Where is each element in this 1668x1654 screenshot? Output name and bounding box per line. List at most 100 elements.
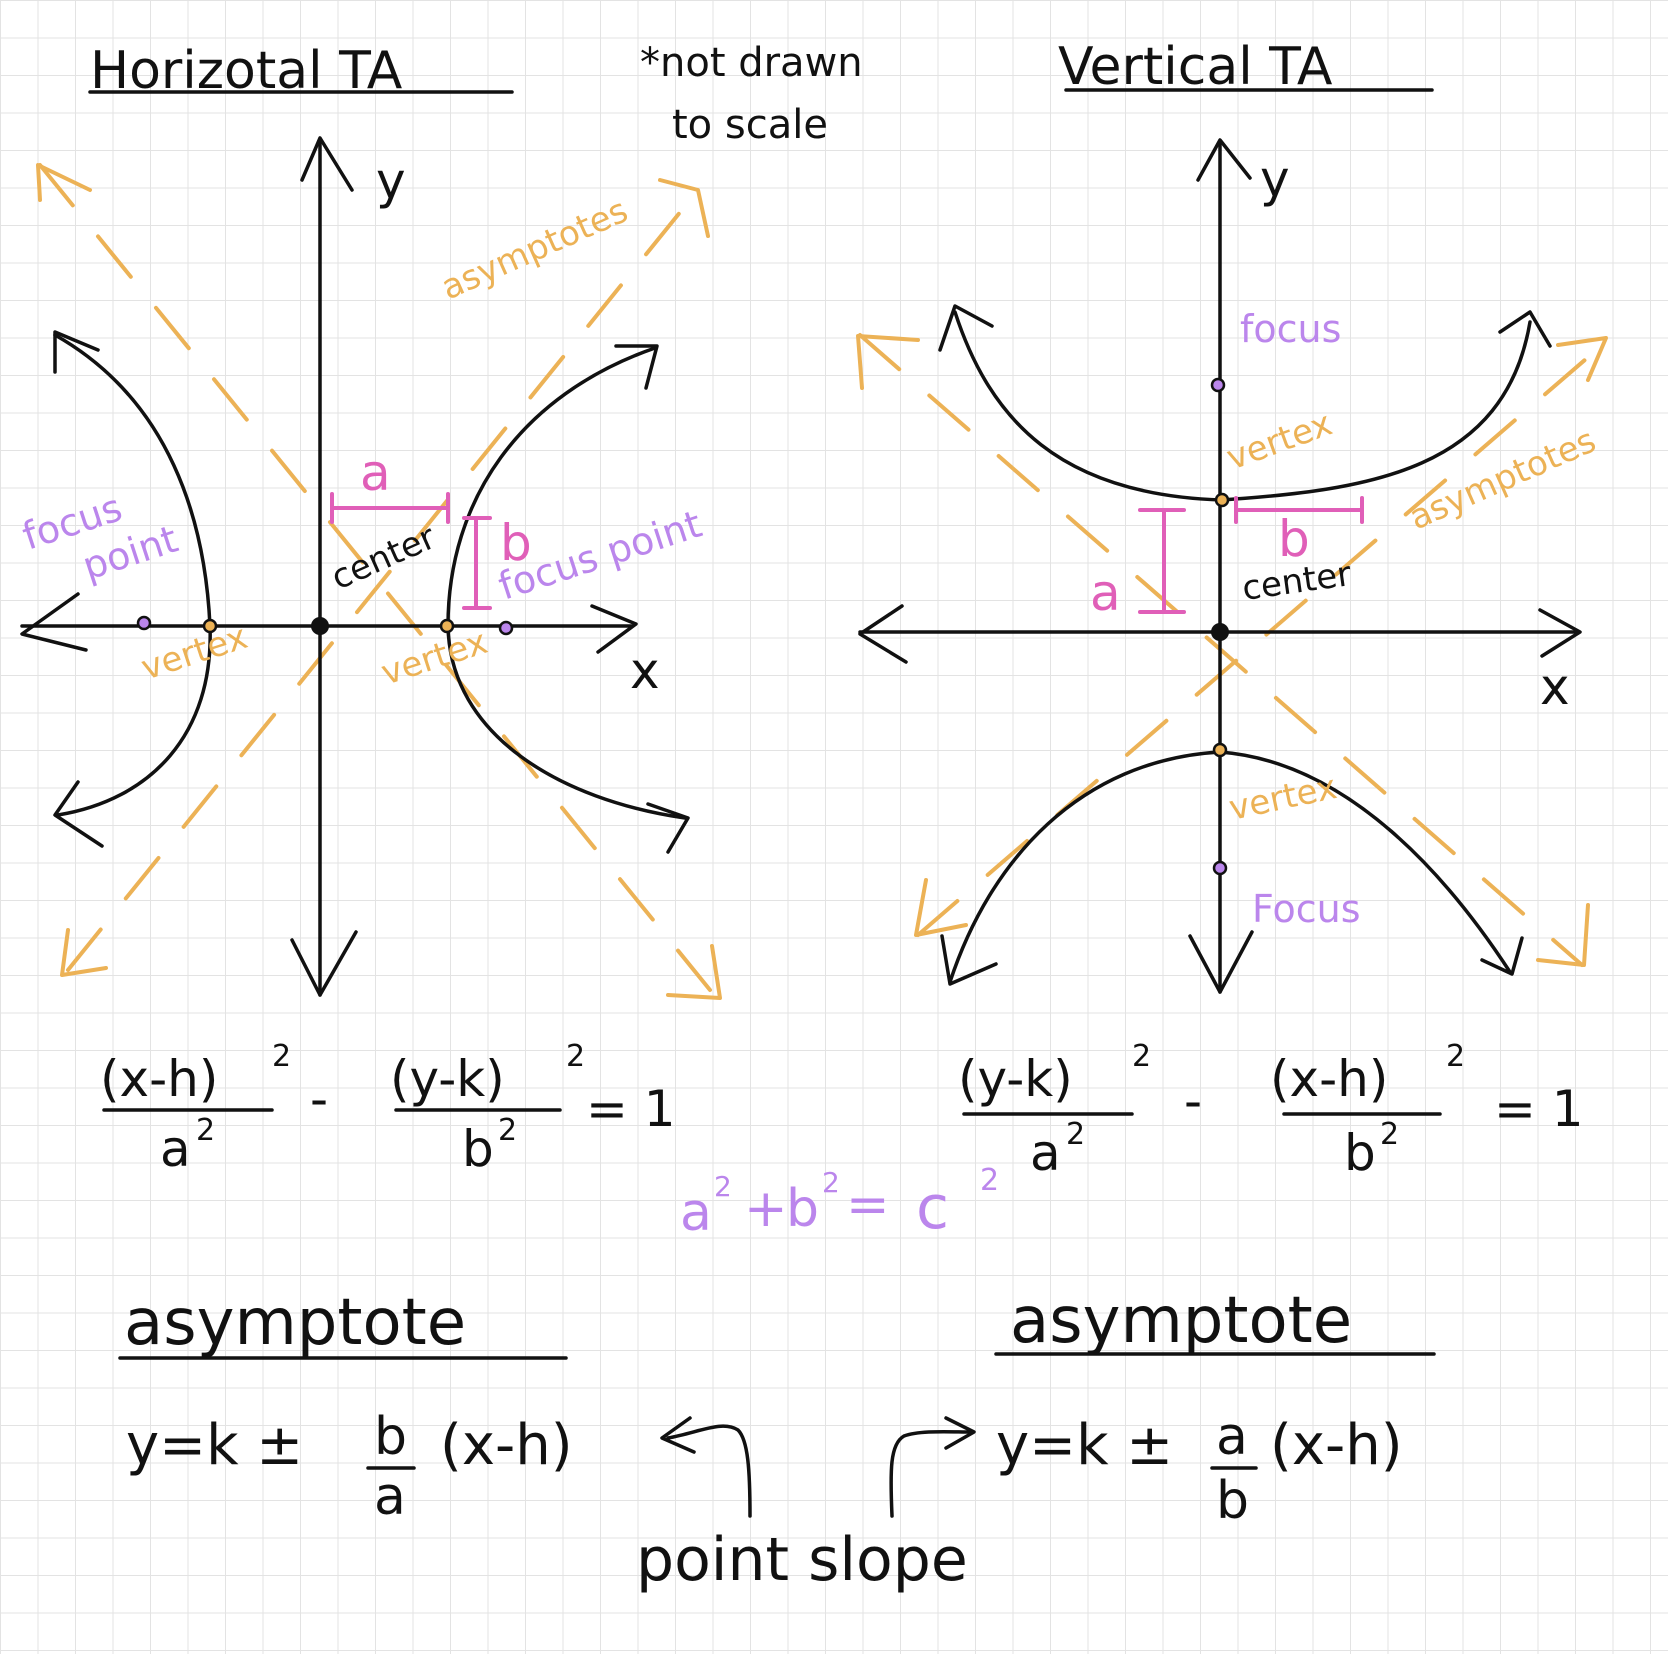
eq-h-numerator-2: (y-k) [390, 1050, 505, 1108]
center-point-left [311, 617, 329, 635]
eq-h-denominator-2-exp: 2 [498, 1113, 517, 1148]
title-vertical-ta: Vertical TA [1058, 37, 1333, 97]
asymptote-line-rising-right [916, 338, 1610, 937]
y-axis-left-arrowhead-top [300, 136, 354, 192]
eq-h-denominator-1: a [160, 1120, 191, 1178]
focus-point-right-upper [1210, 377, 1226, 393]
asym-h-num: b [374, 1407, 407, 1467]
asymptote-formula-vertical: y=k ± a b (x-h) [996, 1407, 1403, 1531]
asym-v-prefix: y=k ± [996, 1413, 1173, 1478]
hyperbola-left-branch [53, 333, 212, 817]
asymptotes-label-right: asymptotes [1403, 421, 1601, 539]
horizontal-standard-equation: (x-h) 2 a 2 - (y-k) 2 b 2 = 1 [100, 1039, 676, 1178]
vertex-label-right-lower: vertex [1226, 767, 1341, 829]
pyth-eq: = [846, 1175, 890, 1235]
a-label-right: a [1090, 564, 1121, 622]
b-label-right: b [1278, 510, 1310, 568]
hyperbola-lower-branch [948, 750, 1512, 984]
vertex-point-left-right [439, 618, 455, 634]
point-slope-arrow-left [666, 1424, 752, 1518]
focus-point-left-left [136, 615, 152, 631]
vertex-point-right-lower [1212, 742, 1228, 758]
not-to-scale-note-line2: to scale [672, 102, 828, 148]
asymptote-arrowhead-top-left [36, 163, 92, 202]
vertex-label-right-upper: vertex [1221, 404, 1337, 479]
x-axis-right-label: x [1540, 658, 1570, 716]
center-label-right: center [1240, 554, 1354, 609]
pyth-plus: + [744, 1179, 788, 1239]
asym-h-den: a [374, 1467, 406, 1527]
focus-label-right-upper: focus [1240, 307, 1341, 351]
eq-h-numerator-1-exp: 2 [272, 1039, 291, 1074]
focus-point-left-right [498, 620, 514, 636]
asymptote-line-rising [66, 188, 700, 972]
eq-h-minus: - [310, 1070, 328, 1128]
asymptote-arrowhead-bottom-left-right [914, 878, 968, 937]
vertex-point-right-upper [1214, 492, 1230, 508]
right-branch-arrowhead-top [614, 344, 659, 390]
eq-v-numerator-1: (y-k) [958, 1050, 1073, 1108]
eq-v-rhs: = 1 [1494, 1080, 1584, 1138]
x-axis-left-label: x [630, 642, 660, 700]
asymptote-arrowhead-top-right [658, 178, 710, 238]
asymptotes-label-left: asymptotes [435, 191, 633, 309]
point-slope-arrow-right [889, 1429, 974, 1518]
x-axis-right-arrowhead-left [858, 604, 908, 664]
a-label-left: a [360, 444, 391, 502]
left-branch-arrowhead-bottom [53, 780, 104, 848]
eq-v-denominator-1: a [1030, 1124, 1061, 1182]
vertical-hyperbola-graph: y x a b focus Focus vertex vertex asympt… [856, 138, 1610, 994]
eq-v-denominator-2-exp: 2 [1380, 1117, 1399, 1152]
asymptote-arrowhead-bottom-right [666, 944, 722, 1000]
vertical-asymptotes [856, 333, 1610, 967]
point-slope-arrowhead-left [660, 1416, 696, 1454]
y-axis-right-arrowhead-top [1196, 138, 1252, 182]
x-axis-right-arrowhead-right [1538, 608, 1582, 658]
asymptote-heading-left: asymptote [124, 1286, 466, 1360]
asymptote-arrowhead-top-left-right [856, 334, 920, 390]
lower-branch-arrowhead-left [940, 934, 998, 986]
pyth-b: b [786, 1179, 819, 1239]
lower-branch-arrowhead-right [1480, 936, 1524, 976]
eq-v-denominator-1-exp: 2 [1066, 1117, 1085, 1152]
asym-h-suffix: (x-h) [440, 1413, 573, 1478]
asym-h-prefix: y=k ± [126, 1413, 303, 1478]
eq-v-numerator-2-exp: 2 [1446, 1039, 1465, 1074]
eq-h-rhs: = 1 [586, 1080, 676, 1138]
vertex-label-left-right: vertex [376, 622, 492, 694]
pyth-a: a [680, 1183, 712, 1243]
y-axis-right-arrowhead-bottom [1188, 930, 1254, 994]
asymptote-arrowhead-bottom-left [60, 928, 108, 977]
left-branch-arrowhead-top [53, 330, 100, 374]
pyth-c: c [916, 1173, 949, 1243]
eq-h-denominator-2: b [462, 1120, 494, 1178]
pyth-c-exp: 2 [980, 1163, 999, 1198]
eq-v-denominator-2: b [1344, 1124, 1376, 1182]
not-to-scale-note-line1: *not drawn [640, 40, 863, 86]
asymptote-heading-right: asymptote [1010, 1284, 1352, 1358]
pyth-a-exp: 2 [714, 1170, 732, 1203]
asym-v-num: a [1216, 1407, 1248, 1467]
focus-point-right-lower [1212, 860, 1228, 876]
horizontal-hyperbola-graph: y x a b asymptotes focus point focus poi… [17, 136, 722, 1000]
x-axis-left-arrowhead-left [20, 592, 88, 652]
center-point-right [1211, 623, 1229, 641]
eq-v-numerator-1-exp: 2 [1132, 1039, 1151, 1074]
point-slope-label: point slope [636, 1525, 968, 1595]
asymptote-arrowhead-top-right-right [1556, 336, 1608, 382]
vertical-standard-equation: (y-k) 2 a 2 - (x-h) 2 b 2 = 1 [958, 1039, 1584, 1182]
asymptote-arrowhead-bottom-right-right [1536, 903, 1590, 967]
x-axis-left-arrowhead-right [590, 604, 638, 654]
eq-h-numerator-2-exp: 2 [566, 1039, 585, 1074]
y-axis-left-arrowhead-bottom [290, 930, 358, 997]
eq-v-minus: - [1184, 1072, 1202, 1130]
eq-h-numerator-1: (x-h) [100, 1050, 218, 1108]
y-axis-right-label: y [1260, 150, 1290, 208]
asymptote-formula-horizontal: y=k ± b a (x-h) [126, 1407, 573, 1527]
y-axis-left-label: y [376, 152, 406, 210]
b-label-left: b [500, 514, 532, 572]
point-slope-arrowhead-right [944, 1416, 976, 1450]
right-branch-arrowhead-bottom [646, 802, 690, 854]
